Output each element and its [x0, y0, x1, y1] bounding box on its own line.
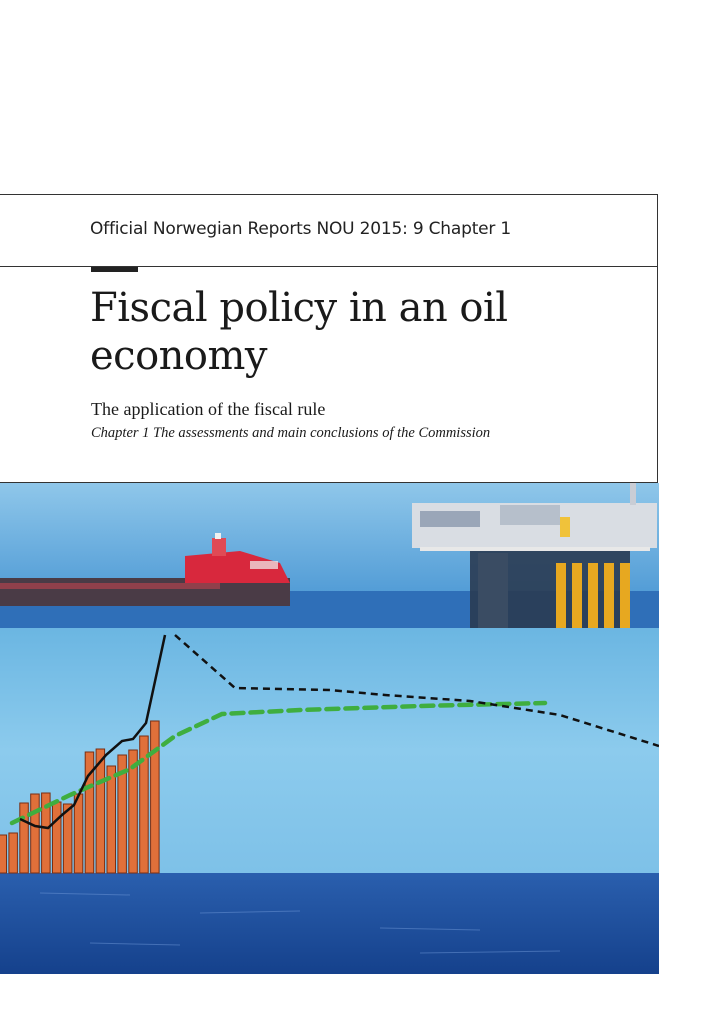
- cover-chart: [0, 483, 659, 974]
- deep-sea: [0, 873, 659, 974]
- bar-3: [19, 802, 29, 874]
- actual-line: [19, 634, 167, 830]
- bar-series: [0, 720, 160, 874]
- bar-10: [95, 748, 106, 874]
- bar-7: [62, 803, 73, 874]
- chapter-subtitle: Chapter 1 The assessments and main concl…: [91, 425, 491, 441]
- bar-11: [106, 765, 116, 874]
- tanker-ship-icon: [0, 533, 290, 606]
- subtitle: The application of the fiscal rule: [91, 399, 326, 419]
- bar-13: [128, 749, 138, 874]
- bar-6: [52, 801, 62, 874]
- bar-15: [150, 720, 160, 874]
- bar-4: [30, 793, 40, 874]
- accent-bar: [91, 267, 138, 272]
- page-title: Fiscal policy in an oil economy: [90, 285, 508, 379]
- bar-2: [8, 832, 18, 874]
- bar-9: [84, 751, 95, 874]
- header-divider: [0, 266, 658, 267]
- bar-5: [41, 792, 51, 874]
- series-label: Official Norwegian Reports NOU 2015: 9 C…: [90, 219, 512, 239]
- bar-12: [117, 754, 127, 874]
- projection-line: [174, 634, 659, 748]
- bar-1: [0, 834, 7, 874]
- sea-shimmer: [39, 892, 561, 954]
- bar-8: [73, 793, 84, 874]
- oil-platform-icon: [412, 483, 657, 628]
- title-box: [0, 194, 658, 483]
- cover-image: [0, 483, 659, 974]
- bar-14: [139, 735, 149, 874]
